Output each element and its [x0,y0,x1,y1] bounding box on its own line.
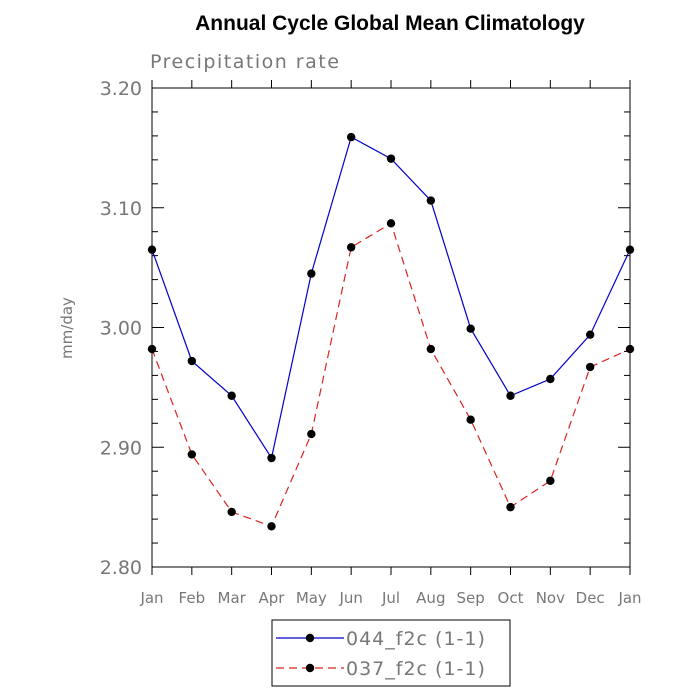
data-point-s1 [346,132,356,142]
legend-box [271,619,511,687]
x-tick-label: Feb [179,589,206,607]
legend: 044_f2c (1-1) 037_f2c (1-1) [271,619,511,687]
x-tick-label: Mar [218,589,247,607]
major-ticks [151,80,631,575]
legend-marker-2 [305,663,315,673]
legend-marker-1 [305,633,315,643]
data-point-s2 [386,219,396,228]
x-tick-label: Jan [617,589,641,607]
data-point-s1 [187,356,197,366]
data-point-s1 [267,453,276,463]
chart-title: Annual Cycle Global Mean Climatology [195,12,585,35]
y-axis-title: mm/day [58,297,76,359]
series-layer [151,136,631,528]
plot-frame [151,87,631,568]
x-tick-label: May [296,589,327,607]
data-point-s2 [227,507,236,517]
x-tick-label: Dec [576,589,605,607]
legend-label-2: 037_f2c (1-1) [346,658,486,680]
chart-subtitle: Precipitation rate [150,51,340,73]
x-tick-label: Jul [381,589,400,607]
data-point-s2 [546,476,555,485]
y-tick-label: 3.10 [100,198,142,220]
y-tick-label: 3.00 [100,318,142,340]
data-point-s2 [346,243,356,252]
x-tick-labels: Jan Feb Mar Apr May Jun Jul Aug Sep Oct Nov Dec Jan [139,589,641,607]
data-point-s2 [585,362,595,372]
data-point-s2 [187,450,197,459]
series-line-1 [151,136,631,460]
x-tick-label: Apr [259,589,286,607]
data-point-s1 [585,330,595,339]
x-tick-label: Jan [139,589,163,607]
data-point-s1 [386,154,396,163]
data-point-s2 [426,344,436,354]
data-point-s2 [466,415,475,424]
y-tick-label: 2.90 [100,437,142,459]
series-line-2 [151,222,631,528]
data-point-s2 [307,429,316,439]
x-tick-label: Oct [498,589,524,607]
data-point-s2 [267,522,276,531]
legend-label-1: 044_f2c (1-1) [346,628,486,650]
data-point-s1 [506,391,515,400]
x-tick-label: Aug [416,589,445,607]
data-point-s1 [307,269,316,278]
minor-ticks [152,111,630,544]
y-tick-label: 3.20 [100,78,142,100]
x-tick-label: Jun [338,589,362,607]
data-point-s2 [506,502,515,512]
y-tick-label: 2.80 [100,557,142,579]
data-point-s1 [466,324,475,333]
data-point-s1 [426,196,436,205]
x-tick-label: Sep [457,589,485,607]
y-tick-labels: 2.80 2.90 3.00 3.10 3.20 [100,78,142,579]
data-point-s1 [227,391,236,400]
data-point-s1 [546,374,555,384]
marker-layer [147,132,635,531]
x-tick-label: Nov [536,589,565,607]
